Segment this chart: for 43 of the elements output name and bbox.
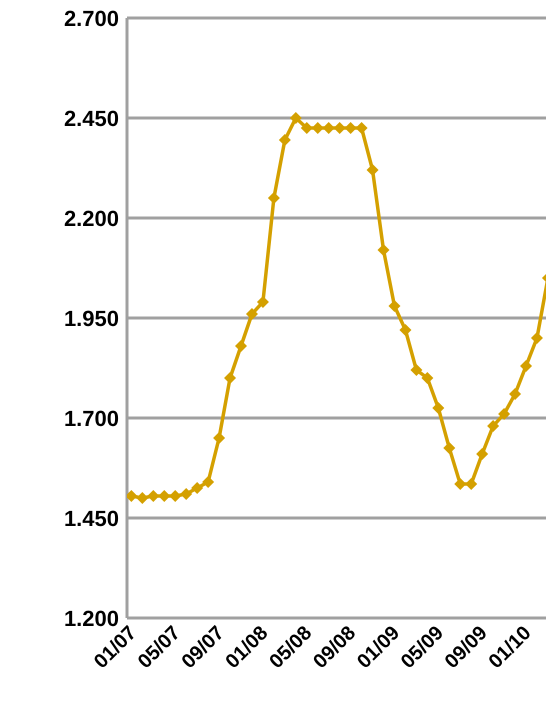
point xyxy=(356,122,368,134)
point xyxy=(224,372,236,384)
point xyxy=(169,490,182,502)
point xyxy=(312,122,324,134)
point xyxy=(235,340,248,352)
point xyxy=(454,478,466,490)
point xyxy=(246,308,258,320)
point xyxy=(432,402,444,414)
point xyxy=(322,122,335,134)
y-tick-label: 1.700 xyxy=(64,406,119,431)
point xyxy=(334,122,346,134)
y-tick-label: 1.950 xyxy=(64,306,119,331)
point xyxy=(388,300,400,312)
point xyxy=(191,482,204,494)
point xyxy=(256,296,269,308)
y-tick-label: 2.700 xyxy=(64,6,119,31)
point xyxy=(136,492,148,504)
point xyxy=(410,364,422,376)
point xyxy=(530,332,543,344)
point xyxy=(487,420,500,432)
point xyxy=(465,478,478,490)
point xyxy=(421,372,434,384)
point xyxy=(378,244,390,256)
point xyxy=(476,448,488,460)
point xyxy=(399,324,412,336)
point xyxy=(278,134,291,146)
point xyxy=(202,476,214,488)
point xyxy=(290,112,302,124)
point xyxy=(520,360,532,372)
point xyxy=(300,122,313,134)
y-tick-label: 2.450 xyxy=(64,106,119,131)
point xyxy=(498,408,510,420)
point xyxy=(509,388,522,400)
point xyxy=(158,490,170,502)
point xyxy=(147,490,160,502)
point xyxy=(443,442,456,454)
point xyxy=(213,432,226,444)
y-tick-label: 1.200 xyxy=(64,606,119,631)
point xyxy=(366,164,379,176)
y-tick-label: 2.200 xyxy=(64,206,119,231)
y-tick-label: 1.450 xyxy=(64,506,119,531)
point xyxy=(180,488,192,500)
point xyxy=(268,192,280,204)
